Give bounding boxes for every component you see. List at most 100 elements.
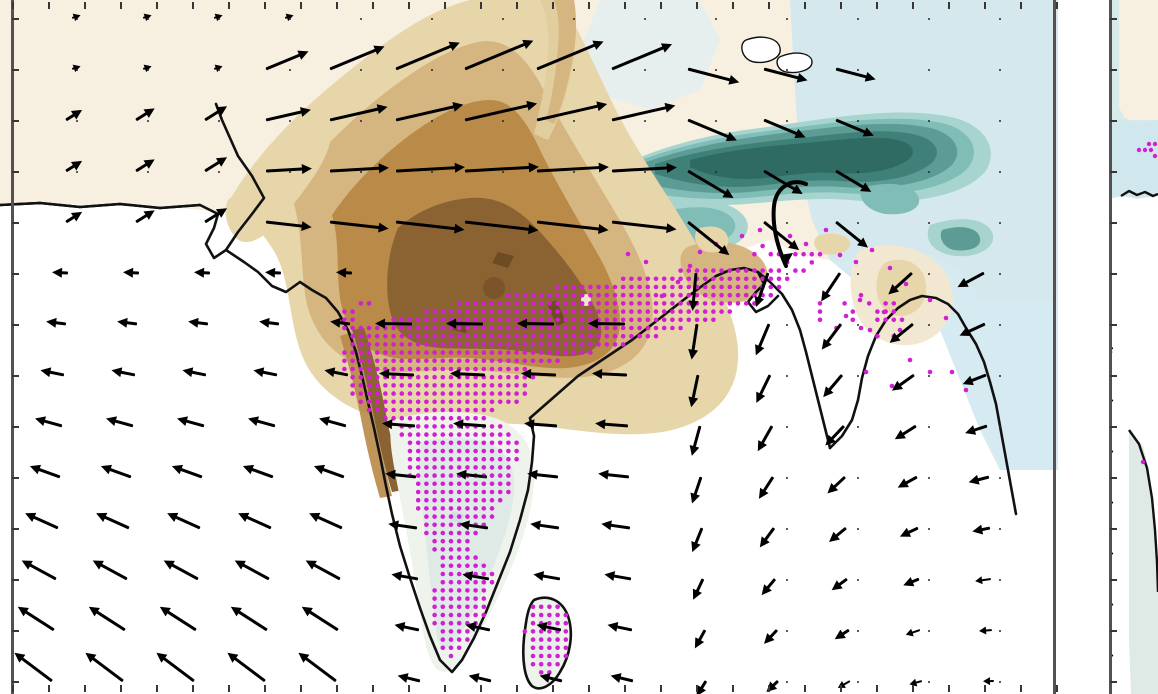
stipple-dot bbox=[803, 241, 809, 247]
stipple-dot bbox=[629, 333, 634, 339]
stipple-dot bbox=[506, 399, 511, 405]
stipple-dot bbox=[481, 415, 487, 421]
stipple-dot bbox=[432, 350, 437, 355]
stipple-dot bbox=[563, 653, 569, 659]
stipple-dot bbox=[850, 309, 856, 314]
x-axis-tick bbox=[732, 685, 734, 692]
x-axis-tick bbox=[192, 2, 194, 9]
stipple-dot bbox=[686, 284, 692, 290]
stipple-dot bbox=[481, 440, 487, 446]
stipple-dot bbox=[456, 563, 462, 569]
stipple-dot bbox=[456, 456, 462, 462]
stipple-dot bbox=[465, 547, 470, 552]
x-axis-tick bbox=[1056, 685, 1058, 692]
stipple-dot bbox=[399, 325, 405, 331]
stipple-dot bbox=[440, 424, 446, 429]
stipple-dot bbox=[424, 456, 429, 462]
y-axis-tick bbox=[1110, 579, 1117, 581]
stipple-dot bbox=[719, 301, 724, 306]
stipple-dot bbox=[538, 629, 544, 634]
stipple-dot bbox=[629, 325, 634, 331]
stipple-dot bbox=[555, 309, 560, 314]
stipple-dot bbox=[432, 604, 437, 610]
stipple-dot bbox=[530, 325, 536, 331]
stipple-dot bbox=[415, 317, 421, 323]
stipple-dot bbox=[383, 399, 388, 405]
stipple-dot bbox=[530, 629, 536, 634]
stipple-dot bbox=[702, 292, 708, 298]
stipple-dot bbox=[465, 604, 470, 610]
stipple-dot bbox=[530, 620, 536, 626]
curved-wind-vector bbox=[771, 180, 808, 268]
stipple-dot bbox=[579, 350, 585, 355]
stipple-dot bbox=[645, 317, 651, 323]
x-axis-tick bbox=[408, 685, 410, 692]
stipple-dot bbox=[432, 440, 437, 446]
stipple-dot bbox=[465, 629, 470, 634]
stipple-dot bbox=[465, 415, 470, 421]
y-axis-tick bbox=[1110, 375, 1117, 377]
stipple-dot bbox=[473, 465, 478, 470]
stipple-dot bbox=[522, 350, 528, 355]
stipple-dot bbox=[645, 309, 651, 314]
stipple-dot bbox=[653, 301, 659, 306]
grid-dot bbox=[928, 477, 930, 479]
stipple-dot bbox=[604, 333, 610, 339]
stipple-dot bbox=[678, 317, 683, 323]
stipple-dot bbox=[383, 342, 388, 347]
stipple-dot bbox=[374, 374, 380, 380]
stipple-dot bbox=[440, 374, 446, 380]
stipple-dot bbox=[481, 448, 487, 454]
stipple-dot bbox=[456, 612, 462, 618]
stipple-dot bbox=[489, 301, 495, 306]
stipple-dot bbox=[432, 383, 437, 388]
stipple-dot bbox=[440, 612, 446, 618]
grid-dot bbox=[928, 528, 930, 530]
stipple-dot bbox=[563, 645, 569, 651]
grid-dot bbox=[928, 426, 930, 428]
grid-dot bbox=[786, 120, 788, 122]
stipple-dot bbox=[875, 317, 880, 323]
stipple-dot bbox=[481, 366, 487, 372]
stipple-dot bbox=[497, 358, 503, 364]
stipple-dot bbox=[456, 325, 462, 331]
stipple-dot bbox=[604, 325, 610, 331]
stipple-dot bbox=[522, 629, 528, 634]
stipple-dot bbox=[735, 301, 741, 306]
stipple-dot bbox=[489, 440, 495, 446]
stipple-dot bbox=[448, 497, 454, 503]
wind-vector-layer bbox=[11, 11, 994, 694]
stipple-dot bbox=[506, 391, 511, 396]
x-axis-tick bbox=[696, 685, 698, 692]
x-axis-tick bbox=[768, 685, 770, 692]
stipple-dot bbox=[473, 514, 478, 519]
grid-dot bbox=[218, 69, 220, 71]
grid-dot bbox=[715, 171, 717, 173]
y-axis-tick bbox=[12, 222, 19, 224]
stipple-dot bbox=[440, 440, 446, 446]
stipple-dot bbox=[514, 383, 519, 388]
stipple-dot bbox=[481, 350, 487, 355]
stipple-dot bbox=[465, 374, 470, 380]
stipple-dot bbox=[473, 588, 478, 593]
stipple-dot bbox=[432, 481, 437, 487]
stipple-dot bbox=[702, 268, 708, 273]
grid-dot bbox=[644, 18, 646, 20]
stipple-dot bbox=[768, 284, 774, 290]
stipple-dot bbox=[432, 473, 437, 478]
stipple-dot bbox=[776, 268, 782, 273]
stipple-dot bbox=[837, 252, 843, 258]
stipple-dot bbox=[686, 276, 692, 282]
stipple-dot bbox=[629, 317, 634, 323]
stipple-dot bbox=[440, 456, 446, 462]
stipple-dot bbox=[489, 571, 495, 577]
stipple-dot bbox=[489, 489, 495, 495]
stipple-dot bbox=[637, 317, 642, 323]
stipple-dot bbox=[424, 530, 429, 536]
stipple-dot bbox=[473, 596, 478, 601]
stipple-dot bbox=[506, 448, 511, 454]
stipple-dot bbox=[489, 350, 495, 355]
stipple-dot bbox=[399, 350, 405, 355]
stipple-dot bbox=[424, 465, 429, 470]
stipple-dot bbox=[391, 374, 396, 380]
